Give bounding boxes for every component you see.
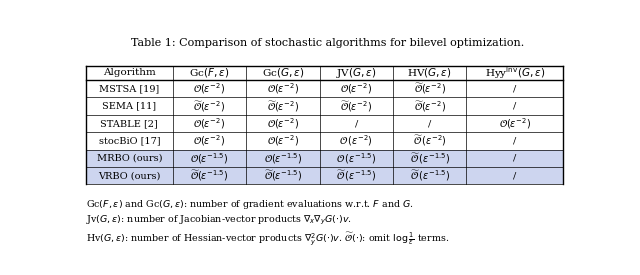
- Text: $\widetilde{\mathcal{O}}(\epsilon^{-2})$: $\widetilde{\mathcal{O}}(\epsilon^{-2})$: [340, 99, 372, 114]
- Text: Gc$(F,\epsilon)$ and Gc$(G,\epsilon)$: number of gradient evaluations w.r.t. $F$: Gc$(F,\epsilon)$ and Gc$(G,\epsilon)$: n…: [86, 198, 414, 211]
- Text: $\mathcal{O}(\epsilon^{-2})$: $\mathcal{O}(\epsilon^{-2})$: [499, 116, 531, 131]
- Text: $\widetilde{\mathcal{O}}\,(\epsilon^{-1.5})$: $\widetilde{\mathcal{O}}\,(\epsilon^{-1.…: [410, 168, 450, 183]
- Text: $\widetilde{\mathcal{O}}\,(\epsilon^{-2})$: $\widetilde{\mathcal{O}}\,(\epsilon^{-2}…: [413, 134, 447, 148]
- Text: $\widetilde{\mathcal{O}}(\epsilon^{-2})$: $\widetilde{\mathcal{O}}(\epsilon^{-2})$: [413, 81, 445, 96]
- Text: /: /: [513, 136, 516, 145]
- Text: VRBO (ours): VRBO (ours): [98, 171, 161, 180]
- Text: MSTSA [19]: MSTSA [19]: [99, 84, 159, 93]
- Text: /: /: [513, 171, 516, 180]
- Text: stocBiO [17]: stocBiO [17]: [99, 136, 160, 145]
- Text: $\mathcal{O}(\epsilon^{-2})$: $\mathcal{O}(\epsilon^{-2})$: [193, 116, 225, 131]
- Text: /: /: [513, 154, 516, 163]
- Text: $\mathcal{O}(\epsilon^{-2})$: $\mathcal{O}(\epsilon^{-2})$: [340, 81, 372, 96]
- Text: $\mathcal{O}(\epsilon^{-2})$: $\mathcal{O}(\epsilon^{-2})$: [193, 134, 225, 148]
- Text: $\mathcal{O}\,(\epsilon^{-1.5})$: $\mathcal{O}\,(\epsilon^{-1.5})$: [336, 151, 376, 166]
- Text: Gc$(G,\epsilon)$: Gc$(G,\epsilon)$: [262, 67, 304, 79]
- Text: MRBO (ours): MRBO (ours): [97, 154, 162, 163]
- Text: $\mathcal{O}(\epsilon^{-1.5})$: $\mathcal{O}(\epsilon^{-1.5})$: [264, 151, 302, 166]
- Text: $\widetilde{\mathcal{O}}\,(\epsilon^{-1.5})$: $\widetilde{\mathcal{O}}\,(\epsilon^{-1.…: [336, 168, 376, 183]
- Text: $\widetilde{\mathcal{O}}(\epsilon^{-1.5})$: $\widetilde{\mathcal{O}}(\epsilon^{-1.5}…: [190, 168, 228, 183]
- Text: $\mathcal{O}(\epsilon^{-2})$: $\mathcal{O}(\epsilon^{-2})$: [267, 81, 299, 96]
- Text: Jv$(G,\epsilon)$: number of Jacobian-vector products $\nabla_x\nabla_y G(\cdot)v: Jv$(G,\epsilon)$: number of Jacobian-vec…: [86, 214, 352, 227]
- Text: Table 1: Comparison of stochastic algorithms for bilevel optimization.: Table 1: Comparison of stochastic algori…: [131, 37, 525, 48]
- Text: $\mathcal{O}(\epsilon^{-2})$: $\mathcal{O}(\epsilon^{-2})$: [267, 134, 299, 148]
- Text: Algorithm: Algorithm: [103, 68, 156, 78]
- Text: /: /: [513, 84, 516, 93]
- Text: SEMA [11]: SEMA [11]: [102, 102, 156, 111]
- Text: Hv$(G,\epsilon)$: number of Hessian-vector products $\nabla_y^2 G(\cdot)v$. $\wi: Hv$(G,\epsilon)$: number of Hessian-vect…: [86, 230, 449, 247]
- Text: $\mathcal{O}(\epsilon^{-1.5})$: $\mathcal{O}(\epsilon^{-1.5})$: [190, 151, 228, 166]
- Text: /: /: [428, 119, 431, 128]
- Bar: [86, 167, 563, 185]
- Text: $\mathcal{O}\,(\epsilon^{-2})$: $\mathcal{O}\,(\epsilon^{-2})$: [339, 134, 373, 148]
- Text: $\widetilde{\mathcal{O}}\,(\epsilon^{-1.5})$: $\widetilde{\mathcal{O}}\,(\epsilon^{-1.…: [410, 151, 450, 166]
- Text: $\widetilde{\mathcal{O}}(\epsilon^{-2})$: $\widetilde{\mathcal{O}}(\epsilon^{-2})$: [193, 99, 225, 114]
- Text: $\mathcal{O}(\epsilon^{-2})$: $\mathcal{O}(\epsilon^{-2})$: [267, 116, 299, 131]
- Text: $\widetilde{\mathcal{O}}(\epsilon^{-2})$: $\widetilde{\mathcal{O}}(\epsilon^{-2})$: [267, 99, 299, 114]
- Text: /: /: [513, 102, 516, 111]
- Text: HV$(G,\epsilon)$: HV$(G,\epsilon)$: [407, 67, 452, 79]
- Text: $\widetilde{\mathcal{O}}(\epsilon^{-1.5})$: $\widetilde{\mathcal{O}}(\epsilon^{-1.5}…: [264, 168, 302, 183]
- Text: JV$(G,\epsilon)$: JV$(G,\epsilon)$: [336, 66, 376, 80]
- Text: $\widetilde{\mathcal{O}}(\epsilon^{-2})$: $\widetilde{\mathcal{O}}(\epsilon^{-2})$: [413, 99, 445, 114]
- Text: /: /: [355, 119, 358, 128]
- Text: $\mathcal{O}(\epsilon^{-2})$: $\mathcal{O}(\epsilon^{-2})$: [193, 81, 225, 96]
- Text: Hyy$^{\mathrm{inv}}$$(G,\epsilon)$: Hyy$^{\mathrm{inv}}$$(G,\epsilon)$: [484, 65, 545, 81]
- Text: STABLE [2]: STABLE [2]: [100, 119, 158, 128]
- Text: Gc$(F,\epsilon)$: Gc$(F,\epsilon)$: [189, 67, 230, 79]
- Bar: [86, 150, 563, 167]
